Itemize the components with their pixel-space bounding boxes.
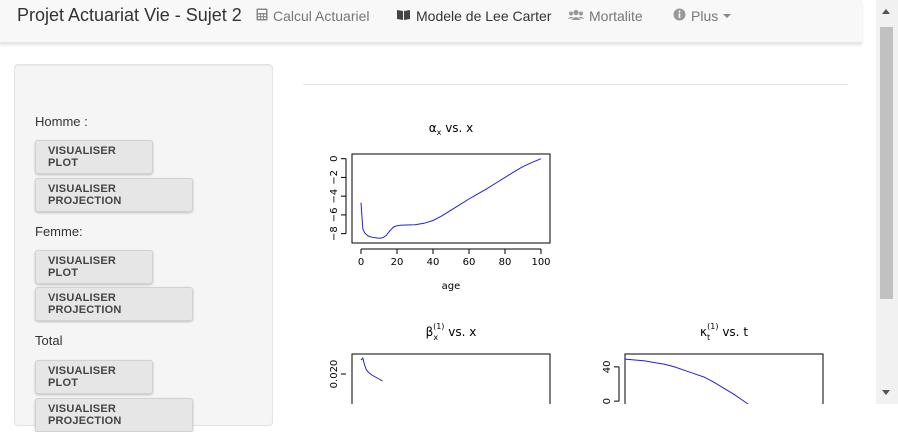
group-label-femme: Femme: — [35, 224, 83, 239]
y-tick-label: −4 — [329, 189, 340, 204]
y-tick-label: 0 — [329, 155, 340, 161]
nav-lee-carter-label: Modele de Lee Carter — [416, 8, 552, 24]
nav-calcul-actuariel[interactable]: Calcul Actuariel — [256, 8, 370, 24]
x-tick-label: 100 — [531, 257, 550, 268]
homme-visualiser-plot-button[interactable]: VISUALISER PLOT — [35, 140, 153, 174]
alpha-chart: αx vs. x 0 20 40 60 80 100 0 −2 −4 −6 −8 age — [329, 121, 551, 292]
beta-chart-title: βx(1) vs. x — [426, 322, 477, 342]
calculator-icon — [256, 8, 268, 24]
femme-visualiser-projection-button[interactable]: VISUALISER PROJECTION — [35, 287, 193, 321]
alpha-x-axis-label: age — [442, 281, 461, 292]
group-label-total: Total — [35, 333, 63, 348]
scroll-up-arrow-icon[interactable] — [882, 9, 890, 14]
scroll-down-arrow-icon[interactable] — [882, 390, 890, 395]
alpha-series-line — [360, 158, 542, 239]
alpha-plot-frame — [351, 153, 551, 244]
nav-calcul-actuariel-label: Calcul Actuariel — [273, 8, 370, 24]
y-tick-label: 0.020 — [329, 360, 340, 389]
beta-chart: βx(1) vs. x 0.020 — [329, 322, 551, 404]
group-label-homme: Homme : — [35, 114, 88, 129]
y-tick-label: 40 — [602, 360, 613, 373]
users-icon — [568, 8, 584, 24]
y-tick-label: −2 — [329, 170, 340, 185]
x-tick-label: 60 — [463, 257, 476, 268]
nav-plus-label: Plus — [691, 8, 719, 24]
nav-plus-dropdown[interactable]: Plus — [673, 8, 732, 24]
app-brand-title[interactable]: Projet Actuariat Vie - Sujet 2 — [17, 5, 242, 25]
nav-mortalite[interactable]: Mortalite — [568, 8, 643, 24]
x-tick-label: 80 — [499, 257, 512, 268]
nav-mortalite-label: Mortalite — [589, 8, 643, 24]
navbar: Projet Actuariat Vie - Sujet 2 Calcul Ac… — [0, 0, 862, 43]
book-icon — [396, 8, 411, 24]
scroll-thumb[interactable] — [880, 27, 893, 299]
x-tick-label: 0 — [358, 257, 364, 268]
total-visualiser-plot-button[interactable]: VISUALISER PLOT — [35, 360, 153, 394]
homme-visualiser-projection-button[interactable]: VISUALISER PROJECTION — [35, 178, 193, 212]
info-circle-icon — [673, 8, 686, 24]
kappa-series-line — [624, 358, 749, 404]
alpha-chart-title: αx vs. x — [429, 121, 474, 137]
beta-series-line — [360, 356, 383, 382]
beta-plot-frame — [351, 353, 551, 404]
total-visualiser-projection-button[interactable]: VISUALISER PROJECTION — [35, 398, 193, 432]
kappa-chart: κt(1) vs. t 40 0 — [602, 322, 824, 404]
content-divider — [303, 84, 848, 85]
page-scrollbar[interactable] — [876, 0, 898, 404]
y-tick-label: −8 — [329, 226, 340, 241]
y-tick-label: −6 — [329, 208, 340, 223]
kappa-plot-frame — [624, 353, 824, 404]
femme-visualiser-plot-button[interactable]: VISUALISER PLOT — [35, 250, 153, 284]
x-tick-label: 40 — [427, 257, 440, 268]
y-tick-label: 0 — [602, 398, 613, 404]
caret-down-icon — [723, 14, 732, 18]
navbar-divider — [0, 42, 862, 44]
kappa-chart-title: κt(1) vs. t — [700, 322, 748, 342]
nav-lee-carter[interactable]: Modele de Lee Carter — [396, 8, 551, 24]
x-tick-label: 20 — [391, 257, 404, 268]
